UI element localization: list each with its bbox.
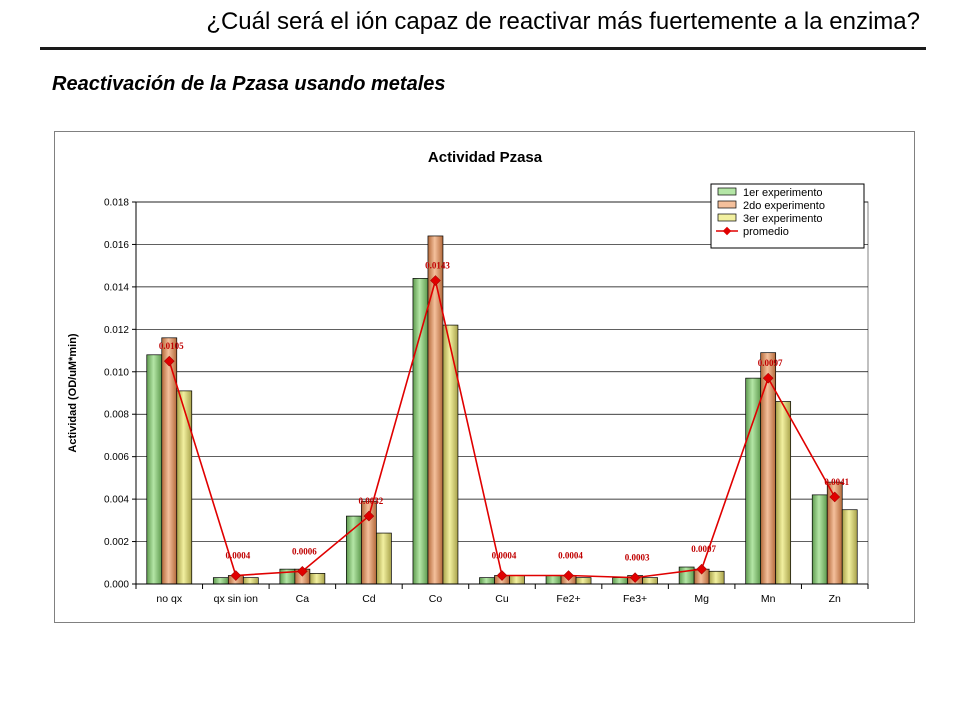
average-marker xyxy=(496,570,508,581)
bar-3er-experimento xyxy=(708,570,725,585)
y-tick-label: 0.010 xyxy=(104,367,129,378)
average-marker xyxy=(829,491,841,503)
bar-1er-experimento xyxy=(745,377,762,585)
y-tick-label: 0.014 xyxy=(104,282,129,293)
bar-1er-experimento xyxy=(346,515,362,585)
y-tick-label: 0.016 xyxy=(104,240,129,251)
bar-line-chart: 0.000 0.002 0.004 0.006 0.008 0.010 0.012 0.014… xyxy=(67,149,869,605)
bar-3er-experimento xyxy=(242,577,259,585)
bar-1er-experimento xyxy=(479,577,495,585)
legend-swatch xyxy=(717,187,737,196)
chart-area: 0.000 0.002 0.004 0.006 0.008 0.010 0.012 0.014… xyxy=(54,131,915,623)
legend-label: 2do experimento xyxy=(743,200,825,212)
bar-3er-experimento xyxy=(176,390,193,585)
slide-title: ¿Cuál será el ión capaz de reactivar más… xyxy=(206,8,920,35)
legend-label: 3er experimento xyxy=(743,213,823,225)
data-label: 0.0006 xyxy=(292,546,317,556)
data-labels: 0.0105 0.0004 0.0006 0.0032 0.0143 0.0004 0.00… xyxy=(159,261,850,563)
x-category-label: Mg xyxy=(694,593,709,605)
y-tick-label: 0.018 xyxy=(104,198,129,209)
data-label: 0.0105 xyxy=(159,341,184,351)
x-category-label: Fe2+ xyxy=(556,593,580,605)
bar-3er-experimento xyxy=(642,577,658,585)
bar-3er-experimento xyxy=(509,575,525,585)
data-label: 0.0004 xyxy=(558,551,583,561)
bar-1er-experimento xyxy=(212,577,229,585)
data-label: 0.0004 xyxy=(492,551,517,561)
bar-1er-experimento xyxy=(612,577,628,585)
average-marker xyxy=(629,572,641,583)
average-line xyxy=(163,275,841,583)
average-marker xyxy=(230,570,242,581)
y-tick-label: 0.006 xyxy=(104,452,129,463)
title-divider xyxy=(40,47,926,50)
bar-3er-experimento xyxy=(442,324,459,585)
average-marker xyxy=(363,510,375,522)
bar-3er-experimento xyxy=(841,509,858,585)
legend-label: 1er experimento xyxy=(743,187,823,199)
x-category-label: Ca xyxy=(296,593,310,605)
data-label: 0.0041 xyxy=(824,477,849,487)
data-label: 0.0143 xyxy=(425,261,450,271)
legend-box xyxy=(710,183,865,249)
data-label: 0.0004 xyxy=(225,551,250,561)
axes: 0.000 0.002 0.004 0.006 0.008 0.010 0.012 0.014… xyxy=(104,198,869,605)
y-tick-label: 0.002 xyxy=(104,537,129,548)
y-axis-title: Actividad (OD/uM*min) xyxy=(67,333,79,453)
bar-1er-experimento xyxy=(146,354,163,585)
slide-subtitle: Reactivación de la Pzasa usando metales xyxy=(52,73,446,95)
average-marker xyxy=(762,372,774,384)
bar-3er-experimento xyxy=(376,532,392,585)
bar-1er-experimento xyxy=(545,575,562,585)
bar-2do-experimento xyxy=(427,235,444,585)
y-tick-label: 0.000 xyxy=(104,580,129,591)
average-marker xyxy=(163,355,175,367)
x-category-label: Cd xyxy=(362,593,376,605)
bar-1er-experimento xyxy=(412,278,429,585)
y-tick-label: 0.012 xyxy=(104,325,129,336)
average-marker xyxy=(297,565,308,577)
bar-3er-experimento xyxy=(309,573,326,585)
data-label: 0.0097 xyxy=(758,358,783,368)
average-marker xyxy=(563,570,574,581)
legend-swatch xyxy=(717,200,737,209)
data-label: 0.0007 xyxy=(691,544,716,554)
x-category-label: qx sin ion xyxy=(214,593,259,605)
bar-3er-experimento xyxy=(575,577,592,585)
average-marker xyxy=(696,563,707,575)
bar-2do-experimento xyxy=(161,337,178,585)
bars xyxy=(146,235,858,585)
bar-1er-experimento xyxy=(811,494,828,585)
bar-1er-experimento xyxy=(678,566,695,585)
x-category-label: Mn xyxy=(761,593,776,605)
chart-title: Actividad Pzasa xyxy=(428,149,543,166)
average-marker xyxy=(430,275,441,286)
y-tick-label: 0.008 xyxy=(104,410,129,421)
x-category-label: no qx xyxy=(156,593,182,605)
y-tick-label: 0.004 xyxy=(104,495,129,506)
bar-3er-experimento xyxy=(775,401,792,585)
x-category-label: Zn xyxy=(829,593,841,605)
x-category-label: Fe3+ xyxy=(623,593,647,605)
data-label: 0.0003 xyxy=(625,553,650,563)
legend-label: promedio xyxy=(743,226,789,238)
data-label: 0.0032 xyxy=(359,496,384,506)
x-category-label: Cu xyxy=(495,593,509,605)
x-category-label: Co xyxy=(429,593,443,605)
legend-swatch xyxy=(717,213,737,222)
